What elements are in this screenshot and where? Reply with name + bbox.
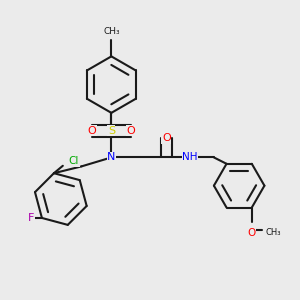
Text: CH₃: CH₃ (103, 27, 120, 36)
Text: CH₃: CH₃ (265, 228, 281, 237)
Text: O: O (126, 126, 135, 136)
Text: F: F (28, 213, 35, 223)
Text: O: O (248, 228, 256, 239)
Text: N: N (107, 152, 116, 162)
Text: S: S (108, 126, 115, 136)
Text: O: O (88, 126, 96, 136)
Text: NH: NH (182, 152, 198, 162)
Text: Cl: Cl (69, 156, 79, 166)
Text: O: O (162, 133, 171, 143)
